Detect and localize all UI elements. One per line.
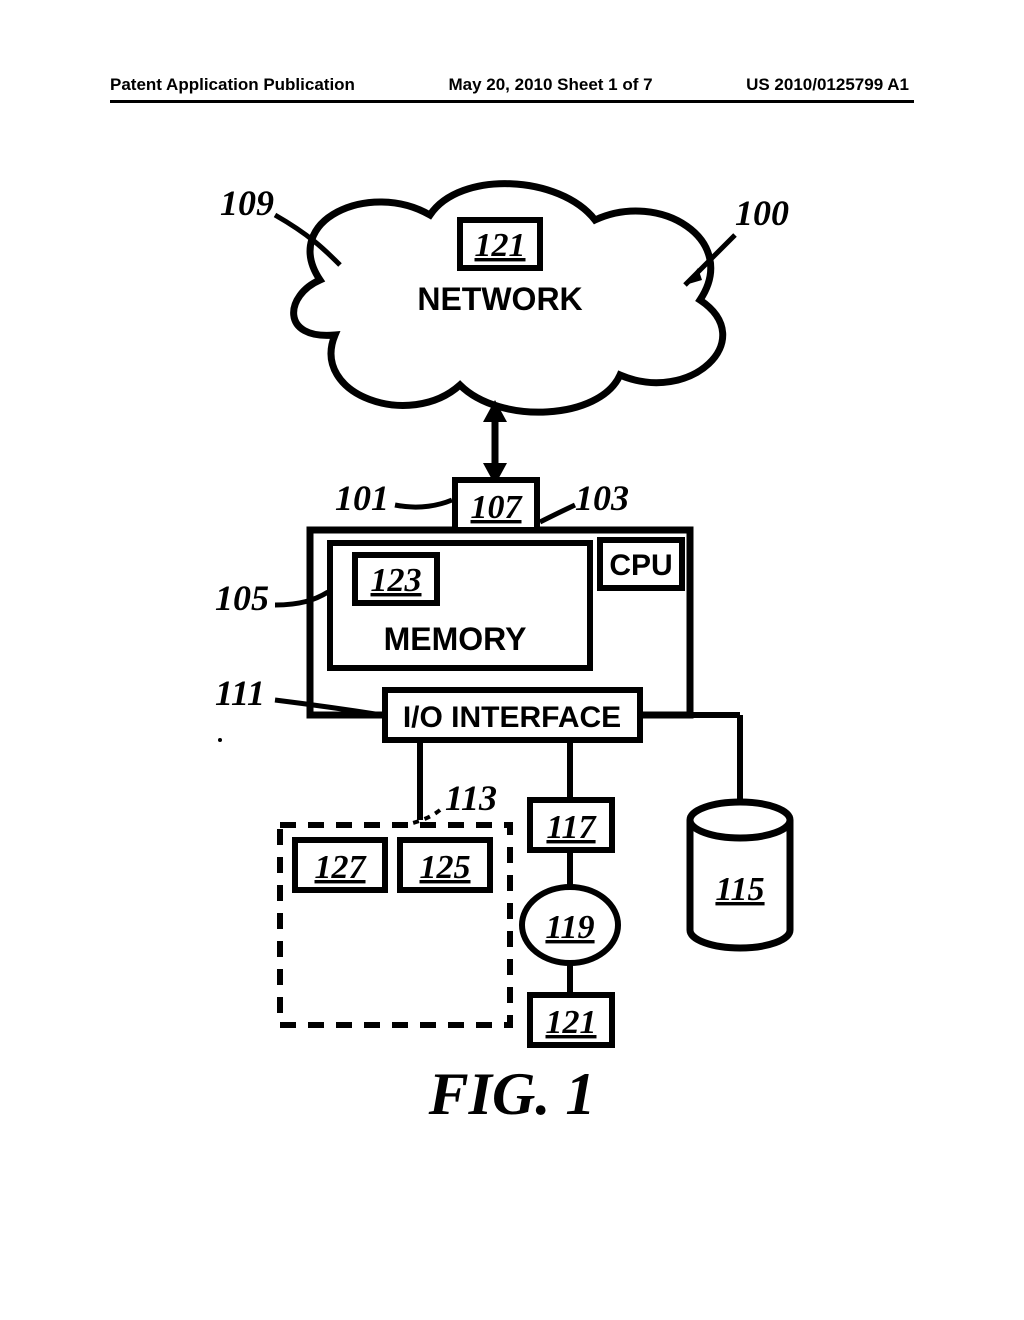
ref-103: 103 [575, 478, 629, 518]
header-rule [110, 100, 914, 103]
ref-113: 113 [445, 778, 497, 818]
ref-105: 105 [215, 578, 269, 618]
ref-101: 101 [335, 478, 389, 518]
ref-115: 115 [715, 871, 764, 908]
ref-127: 127 [315, 849, 368, 886]
network-label: NETWORK [417, 281, 582, 317]
header-center: May 20, 2010 Sheet 1 of 7 [448, 75, 652, 95]
ref-111: 111 [215, 673, 265, 713]
ref-107-box: 107 [471, 489, 524, 526]
ref-125: 125 [420, 849, 471, 886]
ref-117: 117 [546, 809, 597, 846]
memory-label: MEMORY [384, 621, 527, 657]
ref-123: 123 [371, 562, 422, 599]
network-cloud: 121 NETWORK [294, 184, 723, 412]
figure-caption: FIG. 1 [0, 1060, 1024, 1129]
page-header: Patent Application Publication May 20, 2… [0, 75, 1024, 95]
header-right: US 2010/0125799 A1 [746, 75, 909, 95]
ref-109: 109 [220, 183, 274, 223]
ref-121-cloud: 121 [475, 227, 526, 264]
ref-121-bottom: 121 [546, 1004, 597, 1041]
io-label: I/O INTERFACE [403, 701, 621, 734]
ref-119: 119 [545, 909, 594, 946]
storage-cylinder: 115 [690, 802, 790, 948]
page: Patent Application Publication May 20, 2… [0, 0, 1024, 1320]
cpu-label: CPU [609, 549, 672, 582]
header-left: Patent Application Publication [110, 75, 355, 95]
ref-100: 100 [735, 193, 789, 233]
system-diagram: 121 NETWORK 109 100 107 101 103 [100, 160, 880, 1060]
